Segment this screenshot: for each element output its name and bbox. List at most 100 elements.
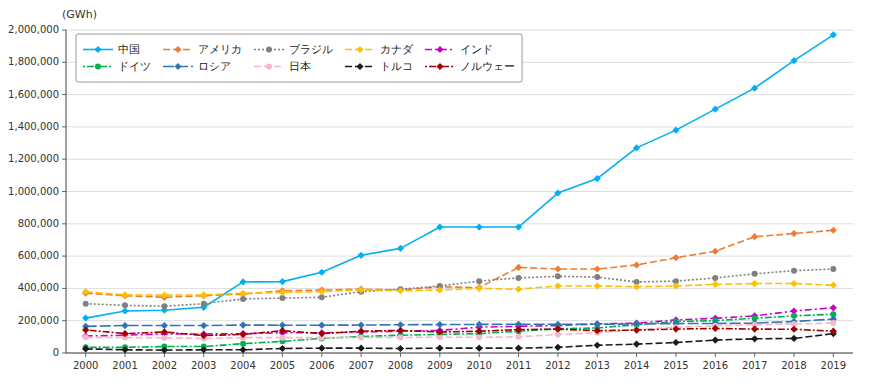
legend-marker xyxy=(356,63,363,70)
x-tick xyxy=(243,353,244,357)
data-point xyxy=(476,285,483,292)
data-point xyxy=(751,233,758,240)
series xyxy=(82,330,837,354)
x-tick xyxy=(479,353,480,357)
data-point xyxy=(397,245,404,252)
grid-line xyxy=(66,223,853,224)
data-point xyxy=(476,334,482,340)
data-point xyxy=(358,334,364,340)
data-point xyxy=(436,321,443,328)
y-tick-label: 1,800,000 xyxy=(8,56,59,67)
data-point xyxy=(672,254,679,261)
data-point xyxy=(279,278,286,285)
x-tick-label: 2017 xyxy=(742,360,767,371)
data-point xyxy=(554,282,561,289)
y-tick xyxy=(62,126,66,127)
series xyxy=(82,227,837,301)
data-point xyxy=(830,328,837,335)
data-point xyxy=(121,346,128,353)
data-point xyxy=(122,302,128,308)
data-point xyxy=(712,336,719,343)
data-point xyxy=(358,252,365,259)
grid-line xyxy=(66,191,853,192)
data-point xyxy=(397,345,404,352)
data-point xyxy=(436,345,443,352)
x-tick xyxy=(675,353,676,357)
x-tick xyxy=(557,353,558,357)
data-point xyxy=(82,326,89,333)
legend-label: カナダ xyxy=(380,43,414,56)
x-tick xyxy=(439,353,440,357)
data-point xyxy=(201,301,207,307)
data-point xyxy=(121,322,128,329)
data-point xyxy=(121,291,128,298)
data-point xyxy=(594,342,601,349)
x-tick xyxy=(636,353,637,357)
data-point xyxy=(594,321,601,328)
data-point xyxy=(594,265,601,272)
data-point xyxy=(358,328,365,335)
data-point xyxy=(318,330,325,337)
series-line xyxy=(86,314,834,347)
data-point xyxy=(751,325,758,332)
x-tick-label: 2014 xyxy=(624,360,649,371)
y-tick xyxy=(62,30,66,31)
data-point xyxy=(161,303,167,309)
data-point xyxy=(239,346,246,353)
legend-marker xyxy=(266,64,272,70)
y-tick-label: 1,200,000 xyxy=(8,153,59,164)
data-point xyxy=(240,341,246,347)
x-tick-label: 2007 xyxy=(348,360,373,371)
data-point xyxy=(239,321,246,328)
data-point xyxy=(633,144,640,151)
data-point xyxy=(672,325,679,332)
series-line xyxy=(86,230,834,297)
data-point xyxy=(358,328,365,335)
series-line xyxy=(86,323,834,338)
x-tick xyxy=(833,353,834,357)
y-tick xyxy=(62,256,66,257)
grid-line xyxy=(66,256,853,257)
grid-line xyxy=(66,94,853,95)
grid-line xyxy=(66,353,853,354)
data-point xyxy=(594,175,601,182)
data-point xyxy=(594,282,601,289)
series xyxy=(82,325,837,339)
data-point xyxy=(555,273,561,279)
data-point xyxy=(397,327,404,334)
data-point xyxy=(279,335,285,341)
data-point xyxy=(830,227,837,234)
y-tick xyxy=(62,191,66,192)
data-point xyxy=(358,321,365,328)
data-point xyxy=(672,282,679,289)
legend-marker xyxy=(436,46,443,53)
data-point xyxy=(279,345,286,352)
data-point xyxy=(751,280,758,287)
data-point xyxy=(318,329,325,336)
data-point xyxy=(318,269,325,276)
data-point xyxy=(515,223,522,230)
x-tick-label: 2001 xyxy=(112,360,137,371)
data-point xyxy=(751,335,758,342)
legend-marker xyxy=(174,63,181,70)
data-point xyxy=(358,286,365,293)
legend-label: ブラジル xyxy=(289,43,333,56)
grid-line xyxy=(66,320,853,321)
data-point xyxy=(830,304,837,311)
data-point xyxy=(515,286,522,293)
y-tick xyxy=(62,320,66,321)
data-point xyxy=(161,292,168,299)
legend-label: ロシア xyxy=(198,60,231,73)
x-tick xyxy=(361,353,362,357)
background xyxy=(0,0,869,383)
data-point xyxy=(121,330,128,337)
data-point xyxy=(633,320,640,327)
x-tick-label: 2002 xyxy=(152,360,177,371)
data-point xyxy=(672,339,679,346)
data-point xyxy=(830,282,837,289)
data-point xyxy=(516,275,522,281)
legend-label: ノルウェー xyxy=(460,60,515,73)
data-point xyxy=(555,326,561,332)
legend-label: インド xyxy=(460,43,493,56)
legend: 中国アメリカブラジルカナダインドドイツロシア日本トルコノルウェー xyxy=(76,34,522,82)
